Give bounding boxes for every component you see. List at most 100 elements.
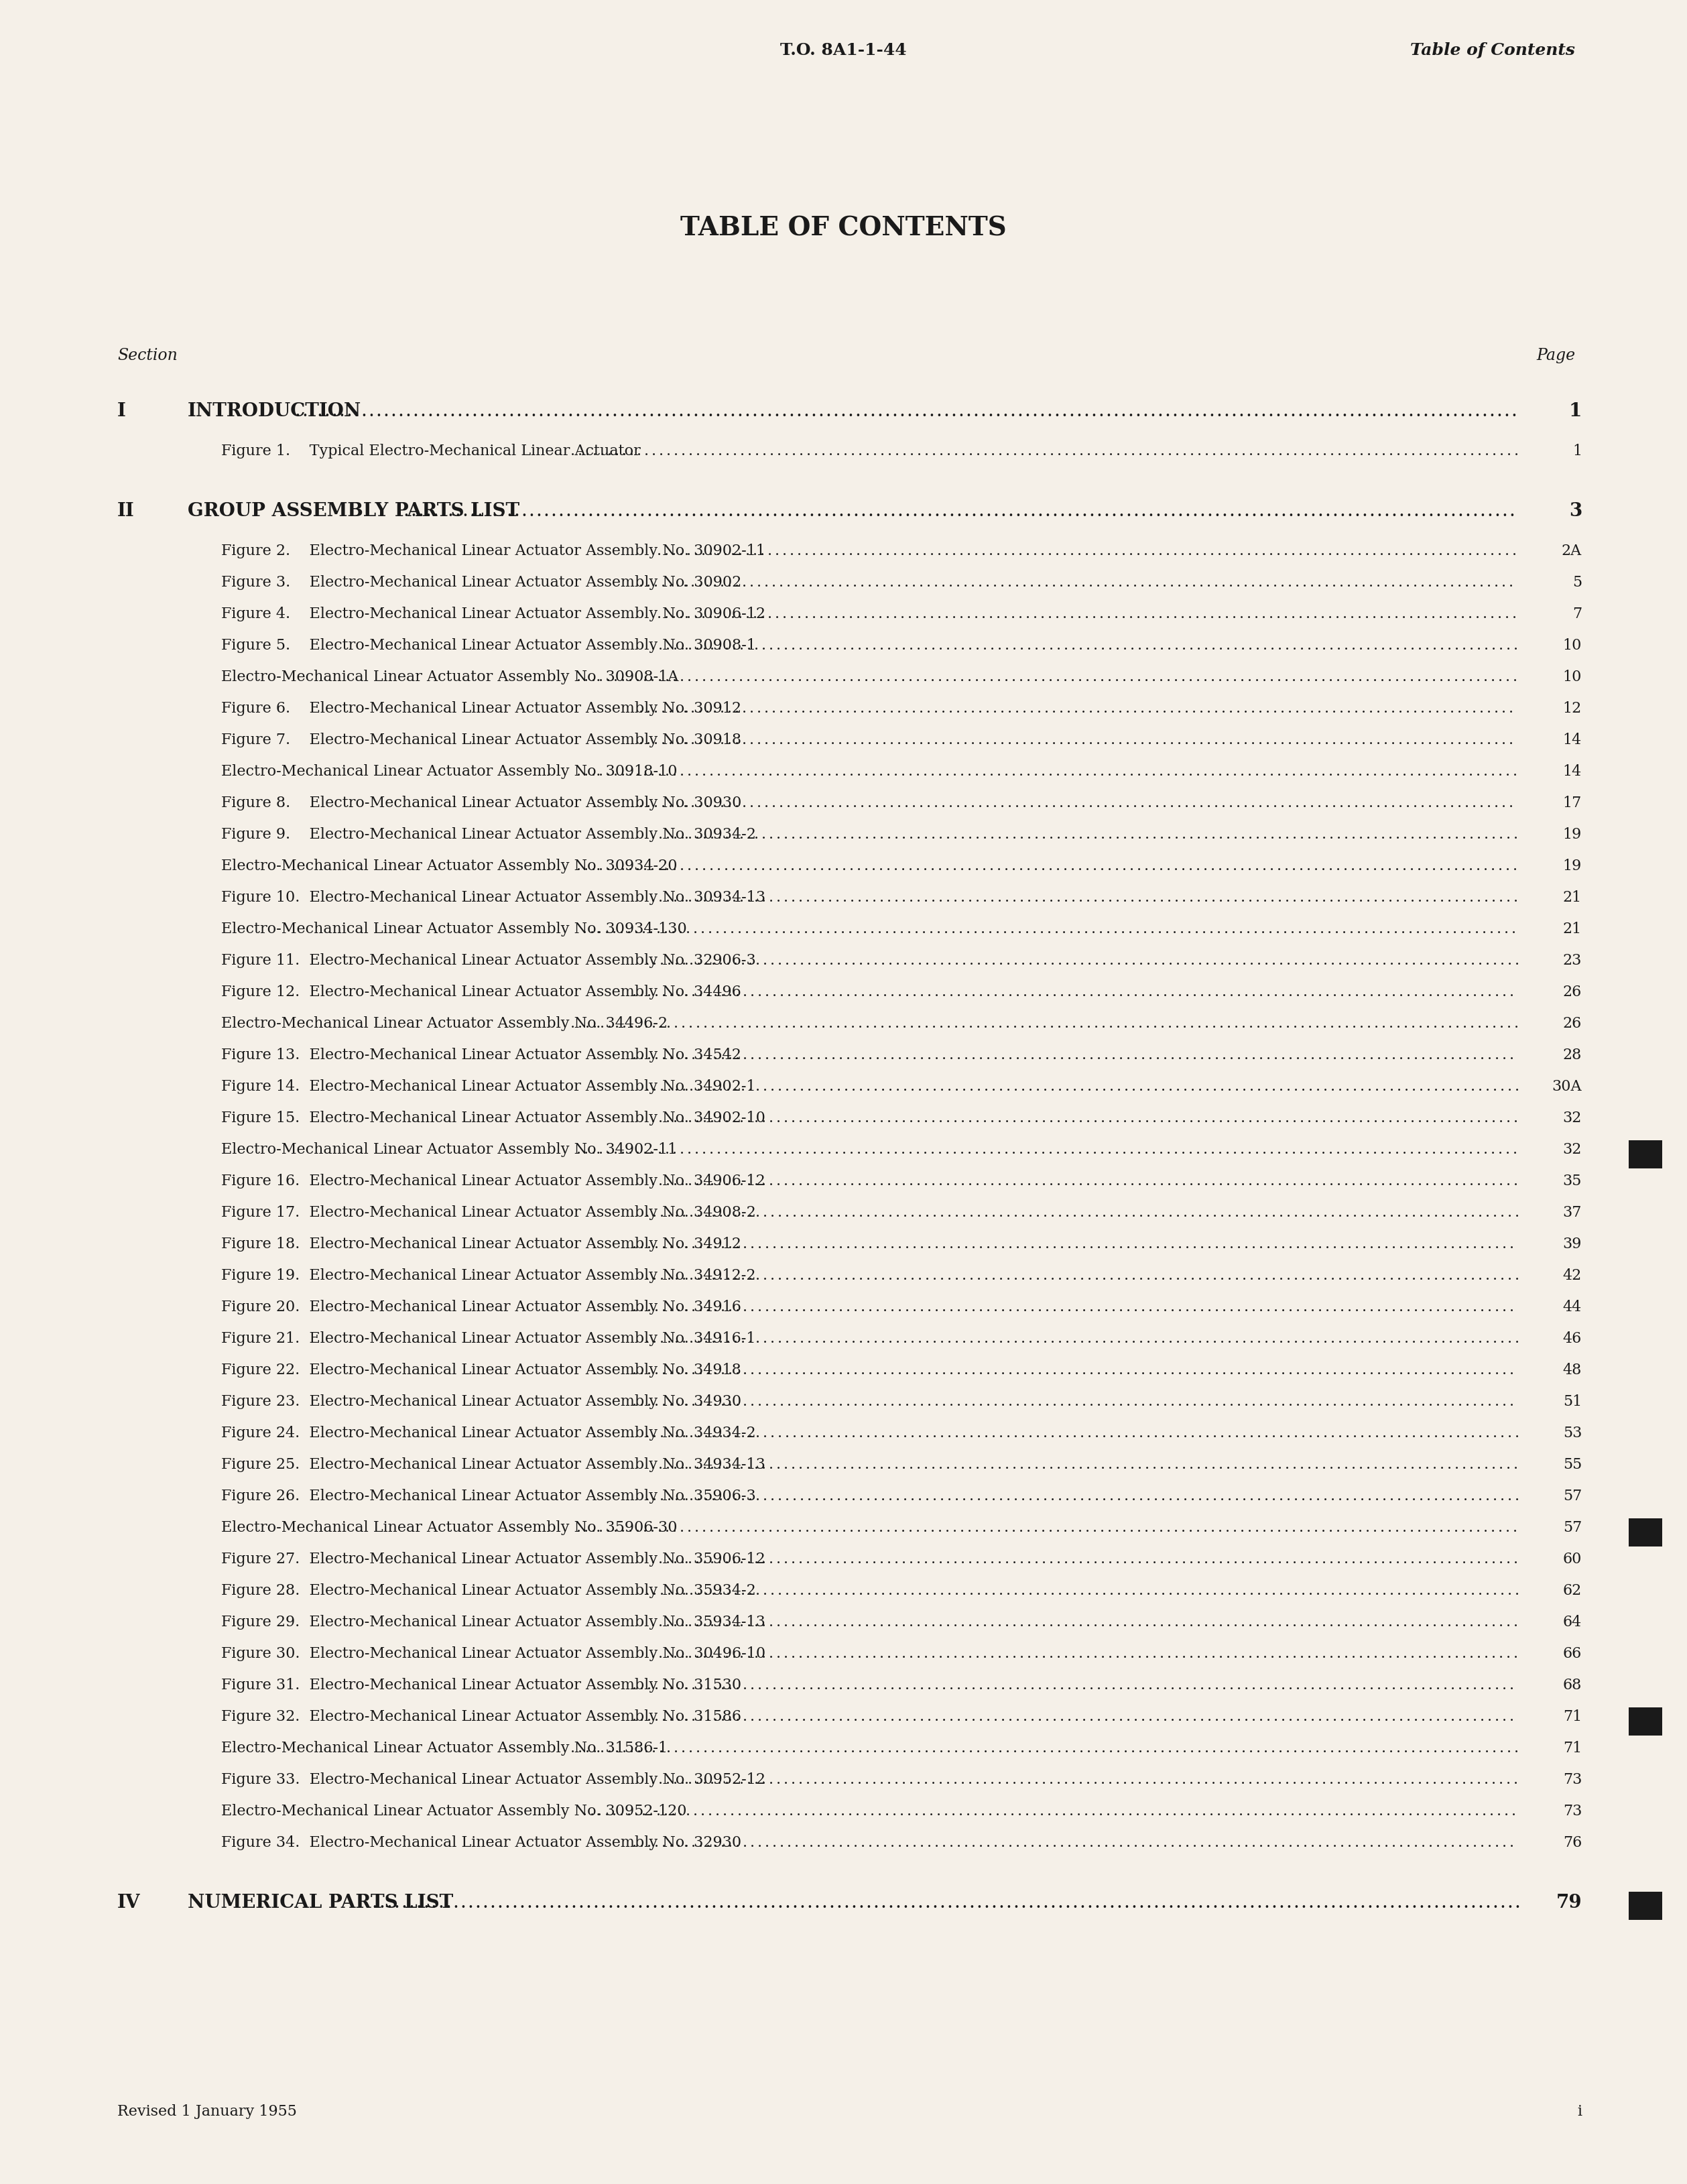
Text: .: . xyxy=(1277,891,1282,904)
Text: .: . xyxy=(978,1677,984,1693)
Text: .: . xyxy=(865,1173,869,1188)
Text: .: . xyxy=(742,574,746,590)
Text: .: . xyxy=(862,402,869,419)
Text: .: . xyxy=(850,1583,855,1599)
Text: .: . xyxy=(1314,858,1318,874)
Text: .: . xyxy=(1267,1236,1270,1251)
Text: .: . xyxy=(968,1173,973,1188)
Text: 26: 26 xyxy=(1562,1016,1582,1031)
Text: .: . xyxy=(653,701,658,716)
Text: .: . xyxy=(882,1236,887,1251)
Text: .: . xyxy=(1285,891,1289,904)
Text: .: . xyxy=(1287,574,1292,590)
Text: .: . xyxy=(756,1079,759,1094)
Text: .: . xyxy=(1265,795,1270,810)
Text: .: . xyxy=(1331,1583,1334,1599)
Text: .: . xyxy=(1206,502,1213,520)
Text: .: . xyxy=(742,1299,747,1315)
Text: .: . xyxy=(1215,1363,1220,1378)
Text: .: . xyxy=(1186,985,1189,1000)
Text: T.O. 8A1-1-44: T.O. 8A1-1-44 xyxy=(779,41,906,59)
Text: .: . xyxy=(1038,1236,1043,1251)
Text: .: . xyxy=(761,1520,766,1535)
Text: .: . xyxy=(710,638,715,653)
Text: .: . xyxy=(1221,1048,1226,1061)
Text: .: . xyxy=(747,1332,752,1345)
Text: .: . xyxy=(759,922,764,937)
Text: .: . xyxy=(1032,402,1038,419)
Text: .: . xyxy=(1183,1426,1188,1441)
Text: .: . xyxy=(909,952,914,968)
Text: .: . xyxy=(1318,1710,1323,1723)
Text: .: . xyxy=(710,1614,715,1629)
Text: .: . xyxy=(960,638,965,653)
Text: .: . xyxy=(891,1236,896,1251)
Text: .: . xyxy=(865,1206,870,1221)
Text: .: . xyxy=(658,1773,663,1787)
Text: .: . xyxy=(892,858,897,874)
Text: .: . xyxy=(1339,1710,1345,1723)
Text: .: . xyxy=(1034,443,1039,459)
Text: .: . xyxy=(1264,891,1267,904)
Text: .: . xyxy=(945,858,950,874)
Text: .: . xyxy=(757,1677,763,1693)
Text: .: . xyxy=(1064,1614,1068,1629)
Text: .: . xyxy=(820,1553,825,1566)
Text: .: . xyxy=(683,1048,688,1061)
Text: .: . xyxy=(1070,858,1075,874)
Text: .: . xyxy=(1346,574,1351,590)
Text: .: . xyxy=(658,1457,663,1472)
Text: .: . xyxy=(1355,1677,1360,1693)
Text: .: . xyxy=(660,952,665,968)
Text: .: . xyxy=(1167,1583,1172,1599)
Text: .: . xyxy=(1458,1835,1463,1850)
Text: .: . xyxy=(1501,1236,1506,1251)
Text: .: . xyxy=(1412,1079,1415,1094)
Text: .: . xyxy=(1078,858,1083,874)
Text: .: . xyxy=(1076,1804,1081,1819)
Text: .: . xyxy=(680,1016,685,1031)
Text: .: . xyxy=(1012,1614,1017,1629)
Text: .: . xyxy=(1198,1426,1203,1441)
Text: .: . xyxy=(822,1269,827,1282)
Text: .: . xyxy=(1395,1520,1399,1535)
Text: .: . xyxy=(678,922,683,937)
Text: .: . xyxy=(946,638,950,653)
Text: .: . xyxy=(1152,1773,1157,1787)
Text: .: . xyxy=(1385,1835,1388,1850)
Text: .: . xyxy=(702,828,707,843)
Text: .: . xyxy=(1336,1553,1341,1566)
Text: .: . xyxy=(1513,443,1518,459)
Text: .: . xyxy=(924,1206,930,1221)
Text: .: . xyxy=(1498,891,1503,904)
Text: .: . xyxy=(1199,502,1205,520)
Text: .: . xyxy=(761,607,764,622)
Text: .: . xyxy=(957,985,962,1000)
Text: .: . xyxy=(729,402,736,419)
Text: .: . xyxy=(1242,1079,1247,1094)
Text: .: . xyxy=(1331,1426,1334,1441)
Text: .: . xyxy=(887,1741,892,1756)
Text: .: . xyxy=(1164,922,1169,937)
Text: .: . xyxy=(1090,985,1095,1000)
Text: .: . xyxy=(1027,891,1032,904)
Text: .: . xyxy=(1426,891,1431,904)
Text: .: . xyxy=(1027,1332,1032,1345)
Text: Electro-Mechanical Linear Actuator Assembly No. 31586-1: Electro-Mechanical Linear Actuator Assem… xyxy=(221,1741,668,1756)
Text: .: . xyxy=(1375,732,1380,747)
Text: .: . xyxy=(751,1835,754,1850)
Text: .: . xyxy=(1326,1710,1329,1723)
Text: .: . xyxy=(1053,1299,1058,1315)
Text: .: . xyxy=(1137,544,1140,559)
Text: .: . xyxy=(924,1332,930,1345)
Text: .: . xyxy=(923,544,928,559)
Text: .: . xyxy=(1441,1894,1446,1911)
Text: .: . xyxy=(1446,858,1451,874)
Text: .: . xyxy=(1139,1426,1144,1441)
Text: .: . xyxy=(599,1520,602,1535)
Text: .: . xyxy=(683,1236,688,1251)
Text: .: . xyxy=(1059,985,1064,1000)
Text: .: . xyxy=(732,1112,737,1125)
Text: .: . xyxy=(835,1614,840,1629)
Text: .: . xyxy=(1196,1142,1199,1158)
